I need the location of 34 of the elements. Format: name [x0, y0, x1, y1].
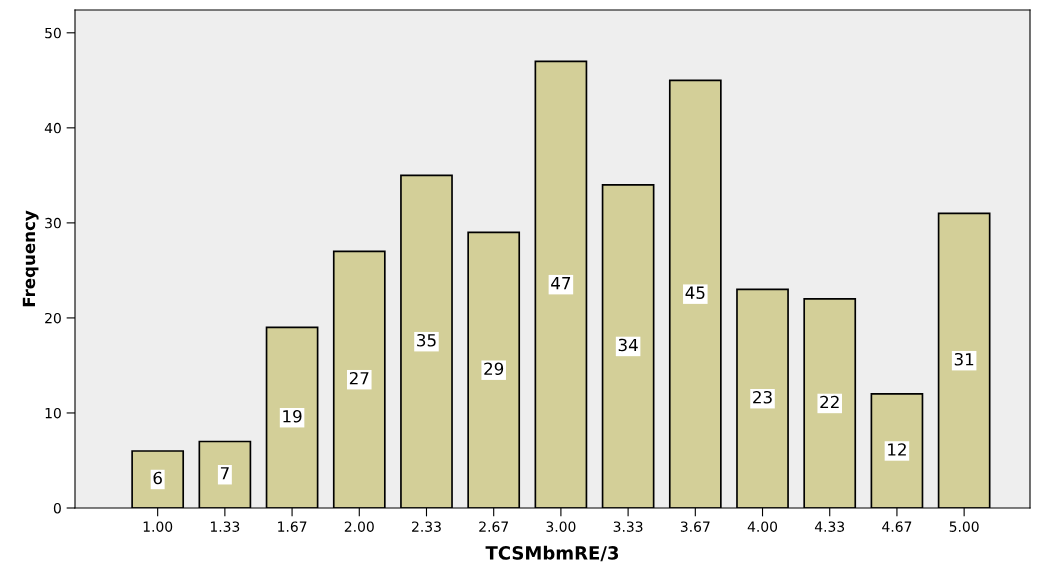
- x-tick-label: 4.67: [882, 521, 912, 532]
- data-label: 7: [220, 467, 229, 480]
- y-tick-label: 40: [44, 122, 61, 134]
- data-label: 35: [417, 333, 436, 347]
- x-tick-label: 1.67: [278, 521, 307, 532]
- x-tick-label: 3.67: [680, 521, 710, 532]
- x-tick-label: 2.00: [344, 521, 374, 532]
- x-tick-label: 1.33: [210, 521, 240, 532]
- x-tick-label: 2.67: [479, 521, 508, 532]
- data-label: 12: [888, 443, 906, 456]
- y-tick-label: 20: [45, 312, 61, 324]
- data-label: 22: [820, 395, 839, 409]
- x-tick-label: 1.00: [143, 521, 173, 532]
- x-tick-label: 3.00: [546, 521, 576, 532]
- y-tick-label: 50: [45, 27, 61, 39]
- y-tick-label: 10: [45, 407, 61, 419]
- data-label: 45: [685, 286, 705, 299]
- data-label: 19: [283, 409, 302, 423]
- data-label: 34: [618, 338, 638, 352]
- data-label: 29: [484, 362, 504, 376]
- x-axis-title: TCSMbmRE/3: [485, 545, 619, 562]
- x-tick-label: 4.00: [747, 521, 778, 532]
- data-label: 31: [954, 352, 974, 366]
- y-tick-label: 0: [53, 502, 61, 514]
- data-label: 6: [153, 471, 162, 485]
- data-label: 47: [551, 277, 571, 290]
- y-tick-label: 30: [45, 217, 61, 229]
- x-tick-label: 3.33: [613, 521, 643, 532]
- data-label: 27: [349, 371, 369, 385]
- x-tick-label: 4.33: [814, 521, 845, 532]
- data-label: 23: [753, 390, 772, 404]
- x-tick-label: 2.33: [412, 521, 441, 532]
- x-tick-label: 5.00: [949, 521, 979, 532]
- y-axis-title: Frequency: [22, 210, 39, 307]
